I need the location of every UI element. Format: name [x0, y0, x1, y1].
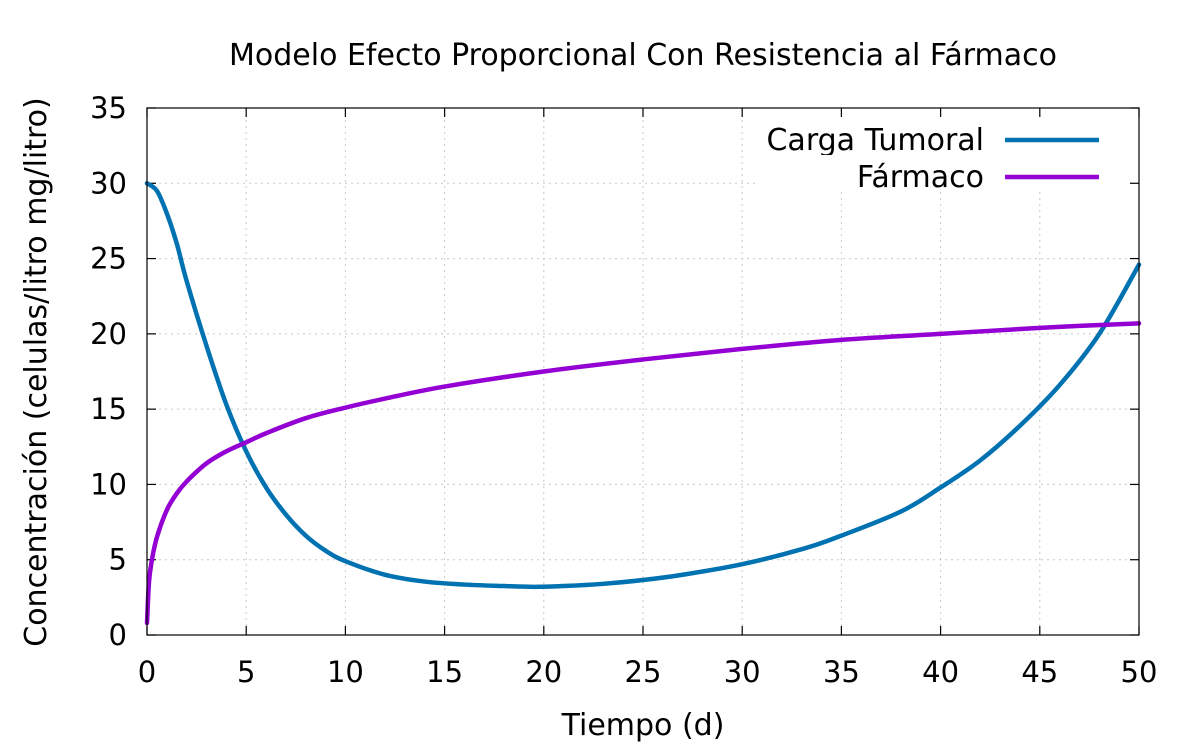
legend-label-farmaco: Fármaco: [857, 160, 984, 195]
x-tick-label: 30: [724, 655, 761, 689]
x-tick-label: 25: [625, 655, 662, 689]
series-layer: [144, 181, 1142, 626]
x-tick-label: 15: [426, 655, 463, 689]
y-tick-label: 20: [90, 317, 127, 351]
x-tick-label: 50: [1121, 655, 1158, 689]
y-axis-label: Concentración (celulas/litro mg/litro): [19, 97, 54, 647]
x-tick-label: 0: [138, 655, 156, 689]
x-tick-label: 20: [525, 655, 562, 689]
y-tick-label: 15: [90, 392, 127, 426]
grid-layer: [147, 108, 1139, 635]
legend-entry-background: [755, 155, 1127, 191]
y-tick-label: 5: [109, 543, 127, 577]
x-axis-label: Tiempo (d): [561, 708, 725, 743]
x-tick-label: 10: [327, 655, 364, 689]
legend-label-carga-tumoral: Carga Tumoral: [766, 123, 984, 158]
y-tick-label: 30: [90, 166, 127, 200]
tick-layer: 0 5 10 15 20 25 30 35 40 45 50 0 5 10 15 20 25 30 35: [90, 91, 1157, 689]
chart-title: Modelo Efecto Proporcional Con Resistenc…: [229, 38, 1057, 73]
x-tick-label: 5: [237, 655, 255, 689]
legend-entry-background: [755, 118, 1127, 154]
x-tick-label: 40: [922, 655, 959, 689]
y-tick-label: 35: [90, 91, 127, 125]
y-tick-label: 25: [90, 242, 127, 276]
y-tick-label: 10: [90, 467, 127, 501]
series-line-carga-tumoral: [144, 181, 1142, 590]
x-tick-label: 35: [823, 655, 860, 689]
x-tick-label: 45: [1021, 655, 1058, 689]
plot-area-frame: [146, 107, 1140, 636]
series-line-farmaco: [144, 321, 1142, 626]
y-tick-label: 0: [109, 618, 127, 652]
